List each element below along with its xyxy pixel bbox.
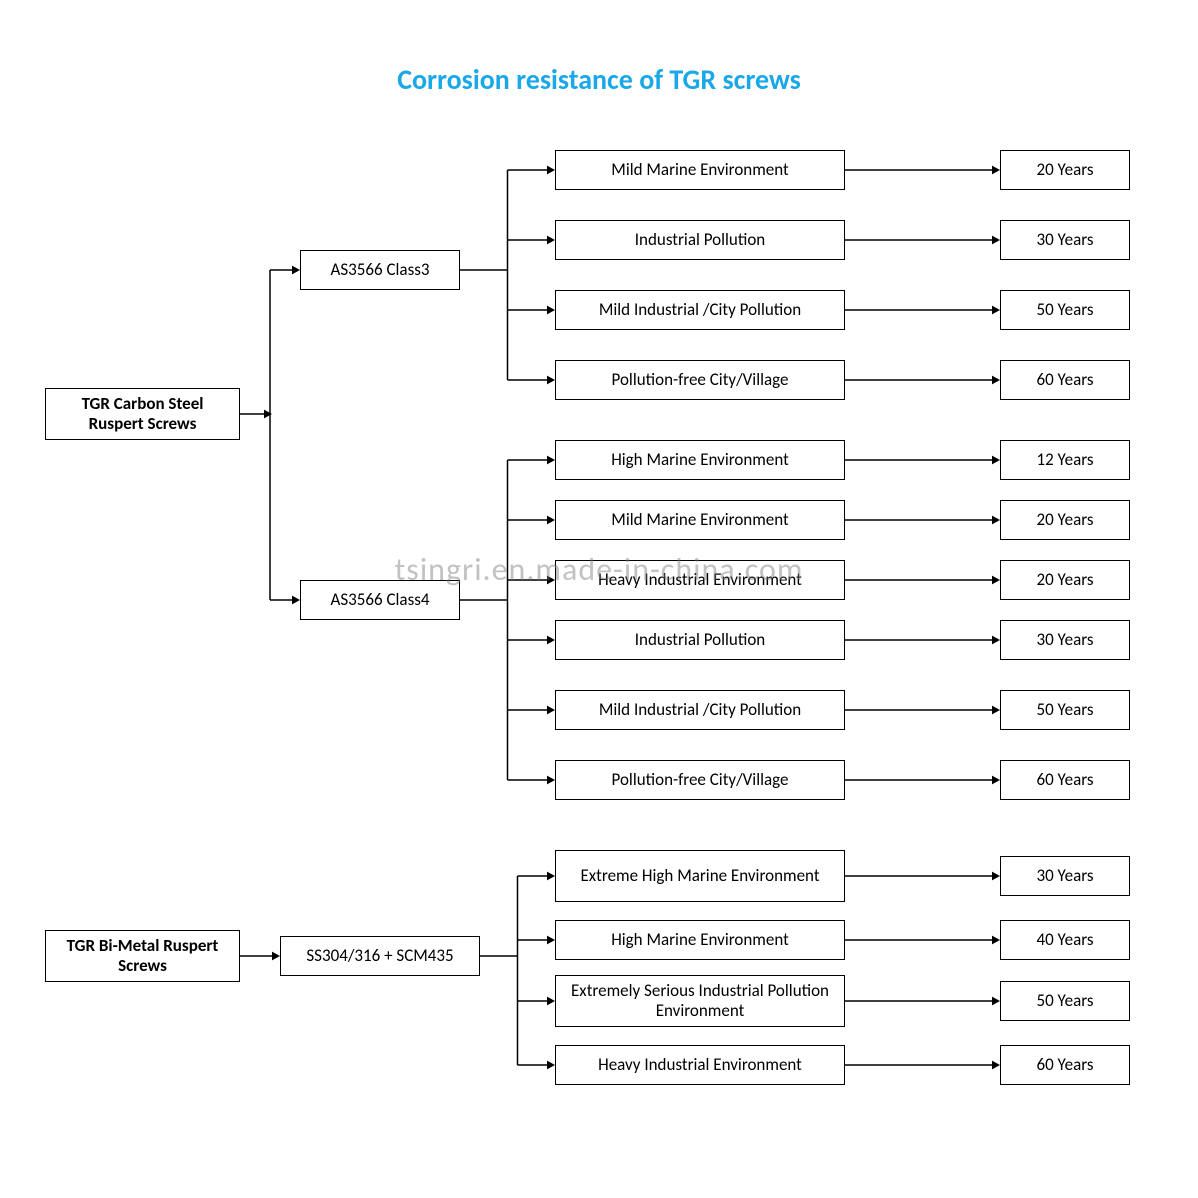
class3-years-0: 20 Years (1000, 150, 1130, 190)
class3-years-1: 30 Years (1000, 220, 1130, 260)
class4-env-3: Industrial Pollution (555, 620, 845, 660)
bimetal-env-3: Heavy Industrial Environment (555, 1045, 845, 1085)
bimetal-years-1: 40 Years (1000, 920, 1130, 960)
bimetal-years-0: 30 Years (1000, 856, 1130, 896)
class3-years-3: 60 Years (1000, 360, 1130, 400)
class3-env-3: Pollution-free City/Village (555, 360, 845, 400)
class4-env-5: Pollution-free City/Village (555, 760, 845, 800)
bimetal-env-1: High Marine Environment (555, 920, 845, 960)
class4-env-0: High Marine Environment (555, 440, 845, 480)
class3-env-0: Mild Marine Environment (555, 150, 845, 190)
class4-years-5: 60 Years (1000, 760, 1130, 800)
class3-env-2: Mild Industrial /City Pollution (555, 290, 845, 330)
bimetal-years-3: 60 Years (1000, 1045, 1130, 1085)
class4-years-2: 20 Years (1000, 560, 1130, 600)
bimetal-env-2: Extremely Serious Industrial Pollution E… (555, 975, 845, 1027)
class3-years-2: 50 Years (1000, 290, 1130, 330)
class-as3566-3: AS3566 Class3 (300, 250, 460, 290)
class-as3566-4: AS3566 Class4 (300, 580, 460, 620)
class4-env-1: Mild Marine Environment (555, 500, 845, 540)
root-bimetal: TGR Bi-Metal Ruspert Screws (45, 930, 240, 982)
class4-years-0: 12 Years (1000, 440, 1130, 480)
root-carbon-steel: TGR Carbon Steel Ruspert Screws (45, 388, 240, 440)
class-ss304: SS304/316 + SCM435 (280, 936, 480, 976)
class3-env-1: Industrial Pollution (555, 220, 845, 260)
bimetal-env-0: Extreme High Marine Environment (555, 850, 845, 902)
class4-years-3: 30 Years (1000, 620, 1130, 660)
class4-env-2: Heavy Industrial Environment (555, 560, 845, 600)
class4-env-4: Mild Industrial /City Pollution (555, 690, 845, 730)
class4-years-1: 20 Years (1000, 500, 1130, 540)
bimetal-years-2: 50 Years (1000, 981, 1130, 1021)
class4-years-4: 50 Years (1000, 690, 1130, 730)
